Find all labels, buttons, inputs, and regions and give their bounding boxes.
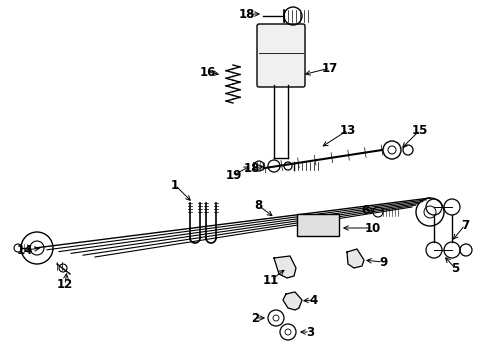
Text: 12: 12 xyxy=(57,279,73,292)
Text: 14: 14 xyxy=(17,243,33,257)
Text: 18: 18 xyxy=(239,8,255,21)
Text: 13: 13 xyxy=(340,123,356,136)
Text: 11: 11 xyxy=(263,274,279,287)
FancyBboxPatch shape xyxy=(257,24,305,87)
Text: 7: 7 xyxy=(461,219,469,231)
Text: 1: 1 xyxy=(171,179,179,192)
Text: 3: 3 xyxy=(306,325,314,338)
Text: 2: 2 xyxy=(251,311,259,324)
Polygon shape xyxy=(274,256,296,278)
Text: 18: 18 xyxy=(244,162,260,175)
Polygon shape xyxy=(283,292,302,310)
Text: 6: 6 xyxy=(361,203,369,216)
Text: 19: 19 xyxy=(226,168,242,181)
Text: 17: 17 xyxy=(322,62,338,75)
Text: 16: 16 xyxy=(200,66,216,78)
Text: 8: 8 xyxy=(254,198,262,212)
Text: 5: 5 xyxy=(451,261,459,274)
Bar xyxy=(297,214,339,236)
Text: 4: 4 xyxy=(310,293,318,306)
Text: 9: 9 xyxy=(379,256,387,269)
Text: 10: 10 xyxy=(365,221,381,234)
Polygon shape xyxy=(347,249,364,268)
Text: 15: 15 xyxy=(412,123,428,136)
